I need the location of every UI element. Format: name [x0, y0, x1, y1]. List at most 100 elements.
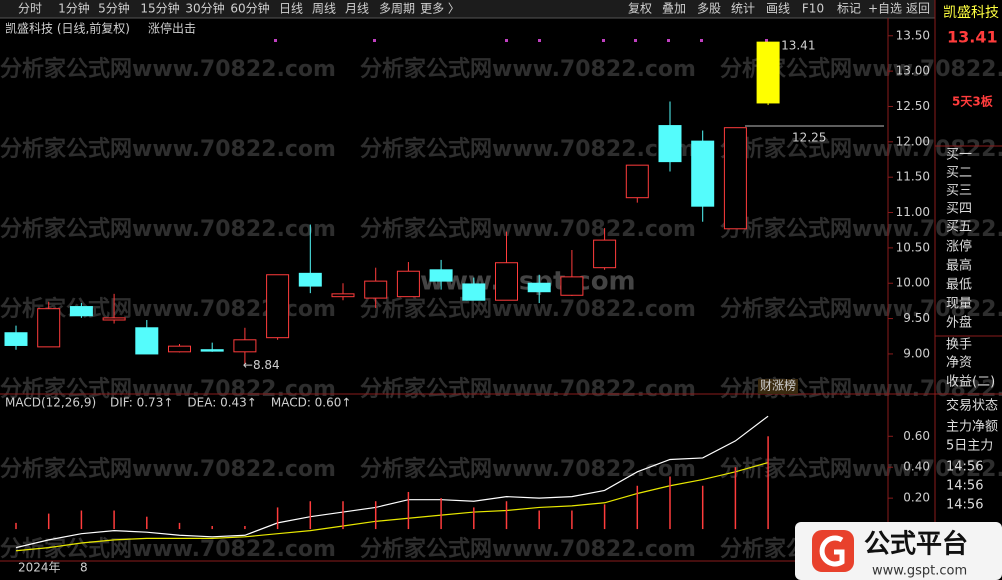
quote-label: 买二	[946, 166, 972, 181]
watermark: 分析家公式网www.70822.com	[360, 296, 696, 322]
indicator-name: 涨停出击	[148, 21, 196, 36]
period-tab[interactable]: 15分钟	[140, 1, 179, 16]
legend-entry: MACD: 0.60↑	[271, 396, 352, 410]
candle-body	[560, 276, 584, 296]
time-label: 14:56	[946, 460, 983, 475]
status-label: 交易状态	[946, 398, 998, 414]
tool-button[interactable]: 统计	[731, 2, 755, 16]
quote-label: 涨停	[946, 239, 972, 255]
y-tick-label: 12.00	[896, 134, 930, 148]
quote-label: 现量	[946, 297, 972, 312]
macd-line	[15, 415, 769, 549]
candle-body	[331, 293, 355, 298]
candle-body	[364, 280, 388, 299]
candle-body	[593, 239, 617, 269]
annotation: 12.25	[792, 131, 826, 145]
y-tick-label: 0.60	[903, 429, 930, 443]
period-tab[interactable]: 30分钟	[185, 1, 224, 16]
quote-label: 买一	[946, 148, 972, 163]
watermark: 分析家公式网www.70822.com	[720, 296, 1002, 322]
candle-body	[625, 164, 649, 199]
time-label: 14:56	[946, 479, 983, 494]
candle-body	[37, 308, 61, 348]
y-tick-label: 13.00	[896, 64, 930, 78]
candle-body	[658, 125, 682, 163]
period-tab[interactable]: 多周期	[379, 2, 415, 16]
tool-button[interactable]: 多股	[697, 2, 721, 16]
tool-button[interactable]: 标记	[837, 2, 861, 16]
candle-body	[69, 306, 93, 317]
candle-body	[691, 140, 715, 207]
candle-body	[429, 269, 453, 282]
candle-body	[298, 272, 322, 287]
period-tab[interactable]: 周线	[312, 2, 336, 16]
legend-entry: DEA: 0.43↑	[187, 396, 256, 410]
x-label: 2024年	[18, 561, 61, 575]
candle-body	[135, 327, 159, 355]
watermark: 分析家公式网www.70822.com	[360, 376, 696, 402]
tool-button[interactable]: +自选	[868, 2, 902, 16]
candle-body	[495, 262, 518, 301]
quote-label: 外盘	[946, 315, 972, 331]
x-label: 8	[80, 561, 88, 575]
quote-label: 换手	[946, 338, 972, 353]
candle-body	[756, 41, 780, 104]
quote-label: 买三	[946, 184, 972, 199]
quote-label: 最高	[946, 258, 972, 274]
watermark: 分析家公式网www.70822.com	[360, 216, 696, 242]
y-tick-label: 9.00	[903, 346, 930, 360]
period-tab[interactable]: 分时	[18, 2, 42, 16]
logo-url: www.gspt.com	[872, 564, 967, 579]
limit-streak: 5天3板	[952, 94, 994, 109]
macd-title: MACD(12,26,9)	[5, 396, 96, 410]
period-tab[interactable]: 月线	[345, 2, 369, 16]
tool-button[interactable]: 复权	[628, 2, 652, 16]
tool-button[interactable]: 返回	[906, 2, 930, 16]
annotation: ←8.84	[243, 358, 280, 372]
annotation: 13.41	[781, 39, 815, 53]
y-tick-label: 10.00	[896, 276, 930, 290]
period-tab[interactable]: 5分钟	[98, 1, 130, 16]
side-panel: 凯盛科技 13.41 5天3板买一买二买三买四买五涨停最高最低现量外盘换手净资收益(…	[935, 5, 1002, 513]
watermark: 分析家公式网www.70822.com	[360, 536, 696, 562]
watermark: 分析家公式网www.70822.com	[0, 216, 336, 242]
candle-body	[168, 345, 191, 353]
watermarks: 分析家公式网www.70822.com 分析家公式网www.70822.com 分析…	[0, 56, 1002, 562]
watermark: 分析家公式网www.70822.com	[720, 456, 1002, 482]
watermark: 分析家公式网www.70822.com	[0, 56, 336, 82]
quote-label: 买五	[946, 220, 972, 235]
period-tab[interactable]: 60分钟	[230, 1, 269, 16]
candle-body	[723, 127, 747, 230]
tool-button[interactable]: F10	[802, 2, 824, 16]
signal-dots	[274, 39, 768, 42]
period-tab[interactable]: 日线	[279, 2, 303, 16]
watermark: 分析家公式网www.70822.com	[720, 136, 1002, 162]
logo-title: 公式平台	[864, 529, 968, 560]
period-tab[interactable]: 1分钟	[58, 1, 90, 16]
stock-name: 凯盛科技	[943, 5, 999, 21]
y-tick-label: 12.50	[896, 99, 930, 113]
candle-body	[396, 270, 420, 298]
watermark: 分析家公式网www.70822.com	[360, 56, 696, 82]
quote-label: 收益(二)	[946, 375, 995, 390]
watermark: 分析家公式网www.70822.com	[0, 376, 336, 402]
y-tick-label: 13.50	[896, 28, 930, 42]
y-tick-label: 11.00	[896, 205, 930, 219]
quote-label: 净资	[946, 356, 972, 371]
tool-button[interactable]: 叠加	[662, 2, 686, 16]
quote-label: 买四	[946, 202, 972, 217]
y-tick-label: 0.40	[903, 460, 930, 474]
y-tick-label: 11.50	[896, 170, 930, 184]
macd-line	[15, 461, 769, 552]
watermark: 分析家公式网www.70822.com	[0, 536, 336, 562]
watermark: 分析家公式网www.70822.com	[720, 216, 1002, 242]
annotation: 财涨榜	[760, 378, 796, 393]
quote-label: 最低	[946, 278, 972, 293]
watermark: 分析家公式网www.70822.com	[0, 456, 336, 482]
tool-button[interactable]: 画线	[766, 2, 790, 16]
candle-body	[200, 349, 224, 352]
period-tab[interactable]: 更多 〉	[420, 2, 460, 16]
candle-body	[266, 274, 290, 339]
